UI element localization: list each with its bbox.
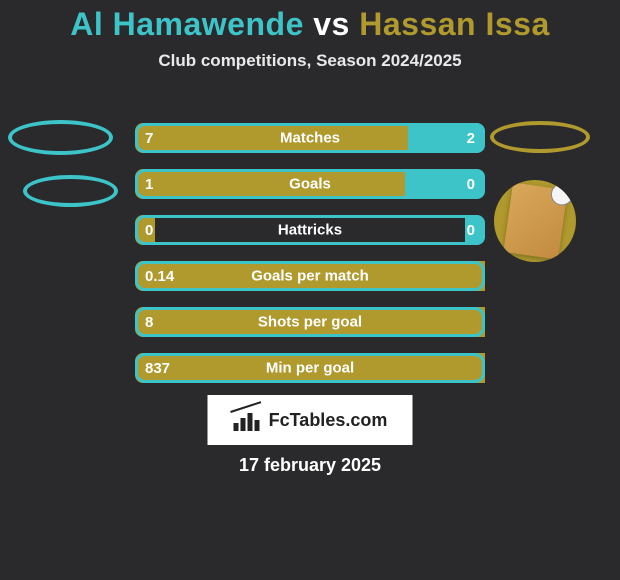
ball-icon [549,182,574,207]
stat-row: 0 0Hattricks [135,215,485,245]
player1-name: Al Hamawende [70,6,304,42]
date-text: 17 february 2025 [0,455,620,476]
stat-value-p1: 837 [135,353,485,383]
page-title: Al Hamawende vs Hassan Issa [0,0,620,43]
player2-avatar [494,180,576,262]
decor-ellipse [8,120,113,155]
stat-row: 0.14Goals per match [135,261,485,291]
subtitle: Club competitions, Season 2024/2025 [0,51,620,71]
stat-value-p1: 7 [135,123,408,153]
decor-ellipse [23,175,118,207]
stat-row: 8Shots per goal [135,307,485,337]
trophy-icon [503,183,567,260]
stats-bars: 72Matches10Goals00Hattricks0.14Goals per… [135,123,485,399]
stat-value-p1: 0.14 [135,261,485,291]
stat-value-p1: 8 [135,307,485,337]
stat-value-p2: 0 [405,169,486,199]
stat-value-p2: 2 [408,123,485,153]
stat-value-p1: 1 [135,169,405,199]
brand-icon [233,409,261,431]
stat-row: 72Matches [135,123,485,153]
stat-row: 837Min per goal [135,353,485,383]
infographic-root: Al Hamawende vs Hassan Issa Club competi… [0,0,620,580]
title-vs: vs [313,6,350,42]
brand-text: FcTables.com [269,410,388,431]
player2-name: Hassan Issa [359,6,550,42]
stat-value-p2: 0 [465,215,485,245]
stat-label: Hattricks [135,222,485,239]
brand-box: FcTables.com [208,395,413,445]
stat-value-p1: 0 [135,215,155,245]
decor-ellipse [490,121,590,153]
stat-row: 10Goals [135,169,485,199]
